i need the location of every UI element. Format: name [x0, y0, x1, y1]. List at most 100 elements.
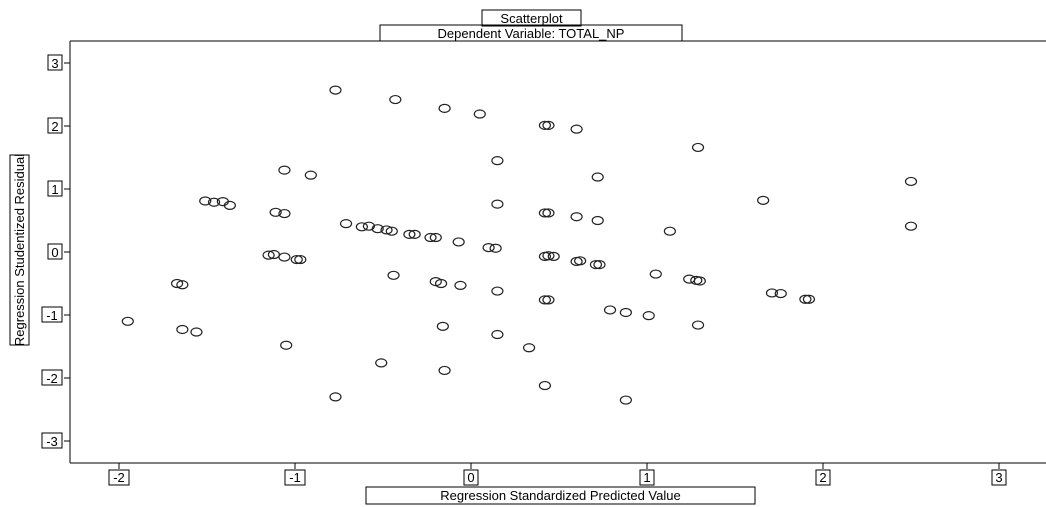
- scatter-point: [403, 229, 416, 239]
- x-tick-box: [108, 469, 130, 486]
- scatter-point: [387, 270, 400, 280]
- title-box: [481, 9, 582, 27]
- scatter-point: [429, 232, 442, 243]
- y-tick-label: -1: [46, 308, 58, 323]
- scatter-point: [434, 278, 448, 289]
- scatter-point: [570, 212, 583, 222]
- scatter-point: [280, 340, 293, 350]
- scatter-point: [491, 329, 504, 340]
- x-tick-label: 3: [995, 470, 1002, 485]
- scatter-point: [491, 156, 504, 166]
- scatter-point: [380, 225, 393, 235]
- y-tick-box: [47, 117, 63, 134]
- scatter-point: [362, 221, 376, 231]
- scatter-point: [199, 196, 212, 206]
- scatter-points: [121, 85, 918, 405]
- y-tick-box: [47, 180, 63, 197]
- x-tick-label: -2: [113, 470, 125, 485]
- scatter-point: [491, 199, 504, 209]
- scatter-point: [491, 286, 504, 296]
- scatter-point: [452, 237, 465, 247]
- scatter-point: [454, 280, 467, 290]
- scatter-point: [774, 288, 787, 299]
- y-axis-label-box: [9, 154, 30, 346]
- x-axis-label: Regression Standardized Predicted Value: [440, 488, 680, 503]
- scatter-point: [574, 256, 587, 266]
- scatter-point: [619, 307, 632, 318]
- scatter-point: [693, 276, 706, 286]
- scatter-point: [757, 195, 770, 205]
- scatter-point: [170, 278, 184, 289]
- x-tick-label: 0: [467, 470, 474, 485]
- scatter-point: [593, 260, 606, 270]
- scatter-point: [542, 120, 555, 130]
- scatter-point: [619, 395, 632, 405]
- scatter-point: [223, 200, 236, 210]
- x-axis-ticks: -2 -1 0 1 2 3: [108, 463, 1007, 486]
- scatter-point: [329, 392, 342, 402]
- chart-subtitle: Dependent Variable: TOTAL_NP: [438, 26, 625, 41]
- scatter-point: [473, 109, 486, 119]
- scatter-point: [538, 208, 552, 218]
- y-tick-label: 3: [51, 56, 58, 71]
- scatter-point: [542, 251, 555, 261]
- scatter-point: [691, 142, 705, 153]
- y-axis-ticks: 3 2 1 0 -1 -2 -3: [41, 54, 70, 449]
- scatter-point: [765, 288, 779, 298]
- scatter-point: [649, 269, 662, 279]
- scatter-point: [904, 176, 918, 187]
- scatter-point: [304, 170, 317, 180]
- scatter-point: [438, 365, 451, 376]
- scatter-point: [355, 222, 368, 232]
- scatter-point: [482, 242, 495, 253]
- scatter-point: [424, 232, 437, 243]
- x-tick-box: [639, 469, 655, 486]
- scatter-point: [589, 260, 603, 270]
- y-tick-box: [47, 243, 63, 260]
- y-tick-label: -2: [46, 371, 58, 386]
- scatter-point: [542, 208, 555, 218]
- scatter-point: [538, 120, 552, 130]
- scatter-point: [591, 215, 604, 226]
- y-tick-label: -3: [46, 434, 58, 449]
- scatter-point: [538, 295, 552, 305]
- x-tick-label: 1: [643, 470, 650, 485]
- scatter-point: [278, 252, 291, 262]
- scatter-point: [547, 251, 560, 262]
- y-tick-box: [41, 306, 63, 323]
- y-tick-box: [41, 432, 63, 449]
- scatter-point: [375, 358, 388, 368]
- scatter-point: [329, 85, 342, 95]
- scatter-point: [290, 254, 303, 265]
- scatter-point: [489, 243, 502, 253]
- scatter-point: [642, 311, 655, 321]
- y-tick-label: 2: [51, 119, 58, 134]
- scatter-point: [799, 294, 812, 304]
- scatter-point: [294, 254, 307, 265]
- scatter-point: [603, 305, 617, 315]
- scatter-point: [691, 320, 705, 330]
- x-tick-box: [815, 469, 831, 486]
- scatter-point: [190, 327, 203, 337]
- y-axis-label: Regression Studentized Residual: [12, 154, 27, 346]
- chart-title: Scatterplot: [500, 11, 563, 26]
- scatter-point: [802, 294, 816, 304]
- x-tick-box: [284, 469, 306, 486]
- scatter-point: [371, 224, 384, 234]
- scatter-point: [570, 124, 583, 134]
- scatter-point: [176, 280, 189, 290]
- scatter-point: [663, 226, 676, 236]
- scatter-point: [207, 197, 221, 207]
- scatter-point: [542, 295, 555, 305]
- scatter-point: [591, 172, 604, 182]
- scatter-point: [278, 165, 291, 175]
- scatter-point: [436, 321, 449, 331]
- scatter-point: [408, 229, 421, 239]
- y-tick-box: [41, 369, 63, 386]
- scatter-point: [121, 316, 134, 326]
- scatter-point: [538, 380, 552, 391]
- x-tick-box: [463, 469, 479, 486]
- scatter-point: [176, 324, 189, 335]
- x-tick-label: 2: [819, 470, 826, 485]
- y-tick-label: 1: [51, 182, 58, 197]
